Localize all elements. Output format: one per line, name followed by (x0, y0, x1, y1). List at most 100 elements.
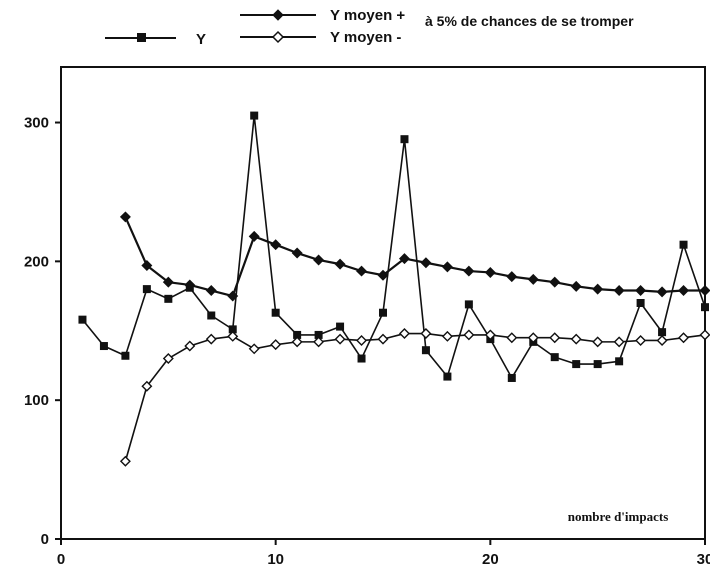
data-point-y-moyen-minus (141, 380, 153, 392)
data-point-y-moyen-minus (678, 332, 690, 344)
data-point-y-moyen-plus (184, 279, 196, 291)
series-y-moyen-plus (119, 211, 710, 302)
x-tick-label: 30 (697, 551, 710, 568)
data-point-y-moyen-minus (699, 329, 710, 341)
data-point-y-moyen-minus (613, 336, 625, 348)
legend-marker-y-moyen-plus (272, 9, 284, 21)
data-point-y-moyen-plus (699, 285, 710, 296)
data-point-y (464, 300, 473, 309)
data-point-y-moyen-plus (506, 271, 518, 283)
legend-label-y-moyen-plus: Y moyen + (330, 7, 405, 24)
data-point-y (572, 360, 581, 369)
data-point-y (293, 330, 302, 339)
x-tick-label: 20 (482, 551, 499, 568)
y-tick-label: 200 (24, 253, 49, 270)
data-point-y-moyen-minus (463, 329, 475, 341)
data-point-y-moyen-plus (420, 257, 432, 269)
series-layer (78, 111, 710, 467)
data-point-y (357, 354, 366, 363)
data-point-y-moyen-plus (227, 290, 239, 302)
data-point-y-moyen-plus (592, 283, 604, 295)
series-line-y-moyen-plus (124, 216, 705, 298)
data-point-y (271, 308, 280, 317)
x-tick-label: 0 (57, 551, 65, 568)
data-point-y-moyen-plus (613, 285, 625, 296)
legend-label-y: Y (196, 31, 206, 48)
data-point-y-moyen-plus (334, 258, 346, 270)
data-point-y-moyen-minus (162, 353, 174, 365)
legend: Y Y moyen + Y moyen - à 5% de chances de… (105, 7, 634, 48)
confidence-note: à 5% de chances de se tromper (425, 13, 634, 29)
data-point-y-moyen-minus (184, 340, 196, 352)
data-point-y-moyen-minus (570, 333, 582, 345)
data-point-y-moyen-minus (227, 330, 239, 342)
data-point-y (142, 285, 151, 294)
data-point-y-moyen-minus (656, 334, 668, 346)
data-point-y-moyen-minus (205, 333, 217, 345)
data-point-y (658, 328, 667, 337)
data-point-y-moyen-minus (291, 336, 303, 348)
data-point-y-moyen-minus (484, 329, 496, 341)
data-point-y (78, 315, 87, 324)
data-point-y-moyen-minus (270, 339, 282, 351)
data-point-y (679, 240, 688, 249)
data-point-y-moyen-minus (635, 334, 647, 346)
x-axis-label: nombre d'impacts (568, 509, 669, 524)
data-point-y-moyen-minus (119, 455, 131, 467)
legend-label-y-moyen-minus: Y moyen - (330, 29, 401, 46)
data-point-y-moyen-plus (119, 211, 131, 223)
data-point-y-moyen-minus (398, 328, 410, 340)
data-point-y-moyen-plus (270, 239, 282, 251)
data-point-y-moyen-plus (463, 265, 475, 277)
data-point-y-moyen-plus (291, 247, 303, 259)
data-point-y (228, 325, 237, 334)
data-point-y-moyen-minus (592, 336, 604, 348)
data-point-y-moyen-minus (334, 333, 346, 345)
data-point-y-moyen-minus (549, 332, 561, 344)
data-point-y-moyen-minus (356, 334, 368, 346)
data-point-y (421, 346, 430, 355)
data-point-y-moyen-plus (527, 273, 539, 285)
y-tick-label: 0 (41, 531, 49, 548)
data-point-y (550, 353, 559, 362)
y-tick-label: 300 (24, 115, 49, 132)
legend-marker-y (137, 33, 146, 42)
data-point-y-moyen-plus (313, 254, 325, 266)
series-y-moyen-minus (119, 328, 710, 467)
data-point-y (636, 299, 645, 307)
data-point-y (250, 111, 259, 120)
plot-area-frame (60, 66, 706, 540)
data-point-y (701, 303, 709, 312)
data-point-y-moyen-plus (248, 230, 260, 242)
data-point-y-moyen-minus (377, 333, 389, 345)
data-point-y (400, 135, 409, 144)
data-point-y-moyen-plus (398, 253, 410, 265)
data-point-y-moyen-plus (635, 285, 647, 296)
data-point-y (207, 311, 216, 320)
data-point-y-moyen-plus (656, 286, 668, 298)
x-tick-label: 10 (267, 551, 284, 568)
data-point-y-moyen-plus (377, 269, 389, 281)
data-point-y-moyen-minus (506, 332, 518, 344)
data-point-y (443, 372, 452, 381)
data-point-y (336, 322, 345, 331)
data-point-y-moyen-plus (570, 280, 582, 292)
data-point-y-moyen-minus (313, 336, 325, 348)
data-point-y-moyen-plus (162, 276, 174, 288)
data-point-y (121, 351, 130, 360)
legend-marker-y-moyen-minus (271, 30, 285, 44)
data-point-y (164, 294, 173, 303)
data-point-y (314, 330, 323, 339)
data-point-y-moyen-minus (420, 328, 432, 340)
data-point-y (379, 308, 387, 317)
data-point-y-moyen-minus (441, 330, 453, 342)
data-point-y-moyen-plus (356, 265, 368, 277)
data-point-y-moyen-plus (141, 260, 153, 272)
data-point-y-moyen-plus (441, 261, 453, 273)
data-point-y (99, 342, 108, 351)
data-point-y-moyen-plus (205, 285, 217, 296)
data-point-y-moyen-minus (527, 332, 539, 344)
series-line-y-moyen-minus (124, 332, 706, 462)
